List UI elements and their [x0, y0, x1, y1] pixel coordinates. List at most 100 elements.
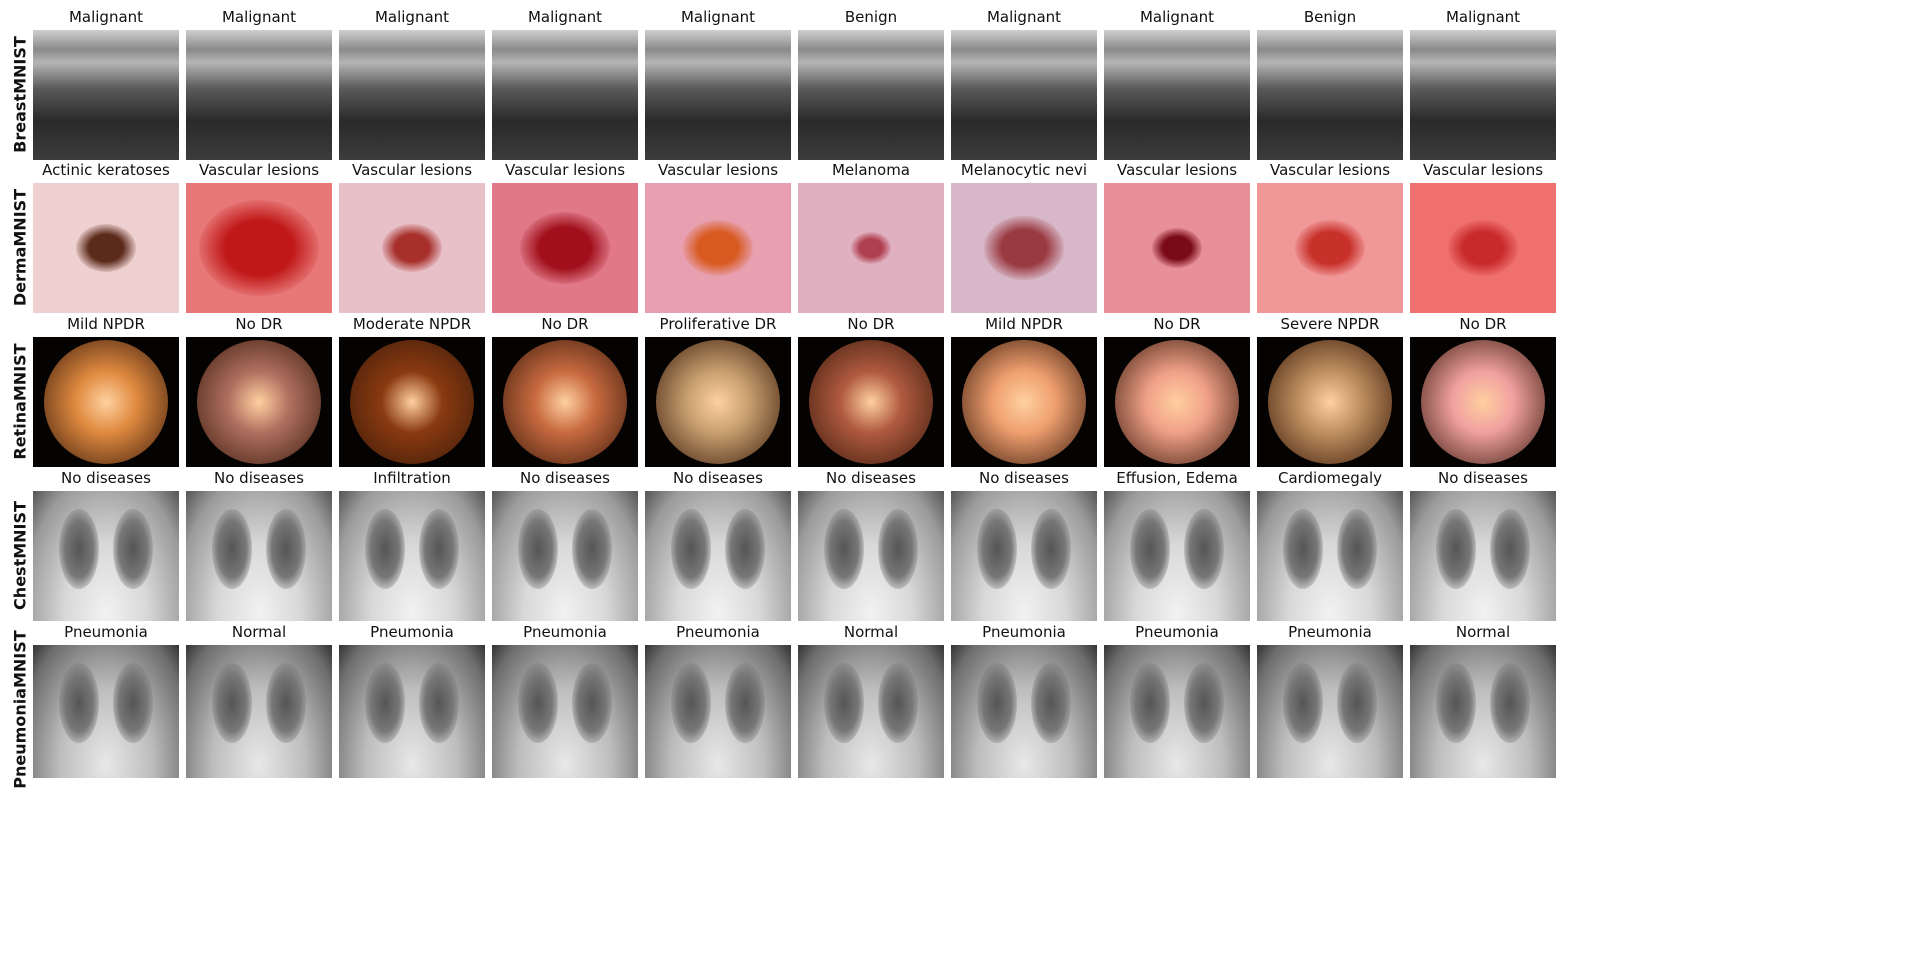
image-title: No diseases: [826, 469, 916, 487]
image-title: Vascular lesions: [351, 161, 473, 179]
fundus-disc: [1115, 340, 1239, 464]
sample-image: [798, 337, 944, 467]
lung-left: [1283, 509, 1323, 589]
lung-left: [1130, 663, 1170, 743]
sample-image: [33, 30, 179, 160]
fundus-disc: [44, 340, 168, 464]
sample-image: [186, 183, 332, 313]
sample-image: [1104, 183, 1250, 313]
lung-right: [266, 663, 306, 743]
lung-left: [518, 509, 558, 589]
fundus-disc: [197, 340, 321, 464]
lung-right: [419, 509, 459, 589]
sample-image: [186, 30, 332, 160]
image-title: Mild NPDR: [67, 315, 145, 333]
fundus-disc: [809, 340, 933, 464]
lung-right: [1337, 663, 1377, 743]
image-title: No DR: [1153, 315, 1201, 333]
lung-right: [113, 663, 153, 743]
sample-image: [492, 645, 638, 778]
sample-image: [1257, 491, 1403, 621]
lung-right: [113, 509, 153, 589]
lung-right: [572, 663, 612, 743]
image-title: Normal: [843, 623, 899, 641]
lung-left: [671, 663, 711, 743]
sample-image: [1410, 337, 1556, 467]
image-title: No DR: [541, 315, 589, 333]
sample-image: [645, 30, 791, 160]
sample-image: [798, 30, 944, 160]
sample-image: [1104, 645, 1250, 778]
fundus-disc: [350, 340, 474, 464]
lesion-blob: [1152, 228, 1202, 268]
sample-image: [492, 30, 638, 160]
image-title: No diseases: [520, 469, 610, 487]
sample-image: [1104, 491, 1250, 621]
sample-image: [951, 645, 1097, 778]
row-label-breastmnist: BreastMNIST: [10, 36, 30, 153]
lung-right: [878, 509, 918, 589]
sample-image: [1257, 30, 1403, 160]
lung-left: [518, 663, 558, 743]
image-title: Normal: [231, 623, 287, 641]
image-title: Effusion, Edema: [1116, 469, 1238, 487]
lung-right: [572, 509, 612, 589]
lung-left: [365, 663, 405, 743]
lung-left: [977, 663, 1017, 743]
fundus-disc: [503, 340, 627, 464]
image-title: Malignant: [680, 8, 756, 26]
lesion-blob: [1295, 220, 1365, 276]
sample-image: [951, 183, 1097, 313]
image-title: Benign: [844, 8, 898, 26]
lung-right: [725, 663, 765, 743]
image-title: Malignant: [527, 8, 603, 26]
sample-image: [1410, 645, 1556, 778]
image-title: Malignant: [986, 8, 1062, 26]
image-title: Benign: [1303, 8, 1357, 26]
lung-right: [1337, 509, 1377, 589]
lung-left: [671, 509, 711, 589]
lesion-blob: [76, 224, 136, 272]
image-title: Proliferative DR: [659, 315, 777, 333]
lung-left: [824, 663, 864, 743]
fundus-disc: [1268, 340, 1392, 464]
image-title: Vascular lesions: [504, 161, 626, 179]
image-title: Vascular lesions: [657, 161, 779, 179]
image-title: No diseases: [979, 469, 1069, 487]
sample-image: [951, 337, 1097, 467]
sample-image: [1257, 183, 1403, 313]
row-label-dermamnist: DermaMNIST: [10, 188, 30, 307]
row-label-retinamnist: RetinaMNIST: [10, 343, 30, 460]
sample-image: [339, 645, 485, 778]
sample-image: [798, 645, 944, 778]
lung-left: [59, 509, 99, 589]
image-title: Malignant: [374, 8, 450, 26]
image-title: Normal: [1455, 623, 1511, 641]
lesion-blob: [382, 224, 442, 272]
fundus-disc: [656, 340, 780, 464]
image-title: Actinic keratoses: [42, 161, 170, 179]
lung-left: [1130, 509, 1170, 589]
image-title: No diseases: [673, 469, 763, 487]
sample-image: [1104, 337, 1250, 467]
lung-right: [419, 663, 459, 743]
image-title: Malignant: [1445, 8, 1521, 26]
image-title: Vascular lesions: [198, 161, 320, 179]
sample-image: [33, 645, 179, 778]
lung-right: [1490, 663, 1530, 743]
row-label-pneumoniamnist: PneumoniaMNIST: [10, 630, 30, 789]
sample-image: [645, 645, 791, 778]
lesion-blob: [851, 232, 891, 264]
lesion-blob: [1448, 220, 1518, 276]
sample-image: [492, 183, 638, 313]
image-title: No DR: [235, 315, 283, 333]
image-title: No diseases: [214, 469, 304, 487]
lung-right: [1184, 509, 1224, 589]
sample-image: [492, 337, 638, 467]
image-title: No diseases: [61, 469, 151, 487]
sample-image: [186, 491, 332, 621]
fundus-disc: [1421, 340, 1545, 464]
sample-image: [33, 337, 179, 467]
image-title: No diseases: [1438, 469, 1528, 487]
sample-image: [339, 30, 485, 160]
